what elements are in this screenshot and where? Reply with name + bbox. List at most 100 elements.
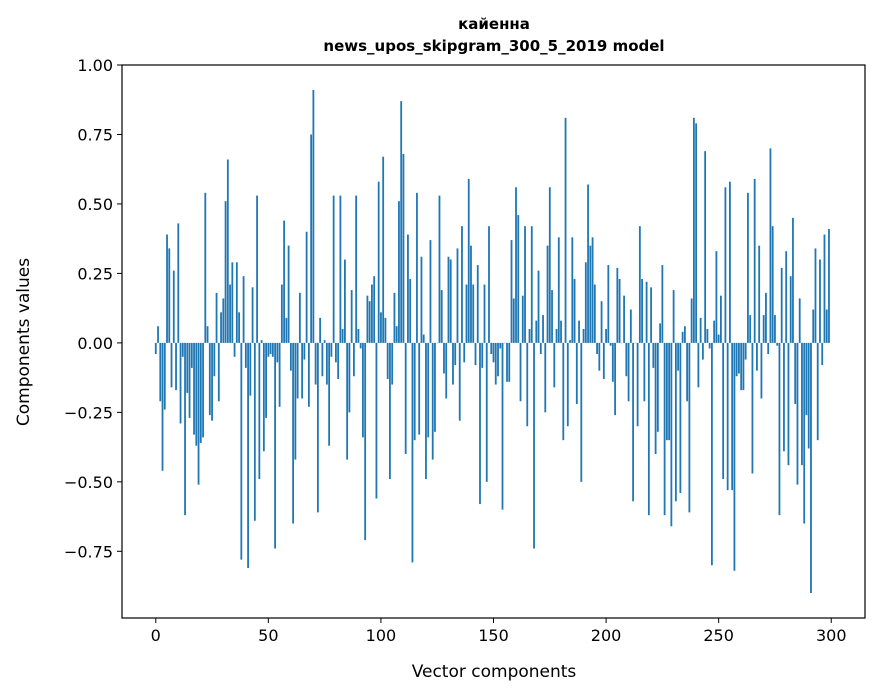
bar xyxy=(280,284,283,343)
bar xyxy=(368,301,371,343)
bar xyxy=(339,195,342,343)
bar xyxy=(172,270,175,343)
bar xyxy=(296,342,299,399)
bar xyxy=(823,234,826,343)
bar xyxy=(168,248,171,343)
bar xyxy=(319,317,322,343)
bar xyxy=(391,342,394,385)
bar xyxy=(267,342,270,357)
y-tick-label: 1.00 xyxy=(77,56,113,75)
bar xyxy=(688,342,691,513)
bar xyxy=(699,317,702,343)
bar xyxy=(566,342,569,427)
bar xyxy=(695,123,698,343)
bar xyxy=(508,342,511,382)
bar xyxy=(262,342,265,452)
bar xyxy=(751,342,754,474)
bar xyxy=(819,259,821,343)
y-axis: 1.00 0.75 0.50 0.25 0.00 −0.25 −0.50 −0.75 xyxy=(64,56,122,561)
bar xyxy=(452,342,454,385)
bar xyxy=(812,309,815,343)
bar xyxy=(384,317,387,343)
bar xyxy=(614,342,616,416)
x-tick-label: 50 xyxy=(258,626,278,645)
bar xyxy=(222,298,225,343)
bar xyxy=(362,342,364,438)
bar xyxy=(166,234,168,343)
bar xyxy=(686,342,689,402)
x-axis: 0 50 100 150 200 250 300 xyxy=(151,618,847,645)
bar xyxy=(357,328,360,343)
bar xyxy=(287,245,290,343)
bar xyxy=(591,237,594,343)
bar xyxy=(569,340,571,343)
bar xyxy=(801,342,803,466)
bar xyxy=(409,278,412,343)
bar xyxy=(506,342,508,382)
bar xyxy=(411,342,414,563)
bar xyxy=(605,328,607,343)
bar xyxy=(578,320,580,343)
bar xyxy=(602,342,605,380)
y-tick-label: 0.50 xyxy=(77,195,113,214)
bar xyxy=(828,228,830,343)
bar xyxy=(316,342,319,513)
bar xyxy=(798,298,801,343)
bar xyxy=(665,342,668,441)
bar xyxy=(240,342,243,560)
bar xyxy=(305,231,308,343)
x-tick-label: 300 xyxy=(816,626,847,645)
bar xyxy=(422,334,425,343)
x-axis-label: Vector components xyxy=(412,662,577,682)
bar xyxy=(235,262,238,343)
bar xyxy=(458,342,461,421)
bar xyxy=(627,342,630,402)
bar xyxy=(386,342,389,380)
bar xyxy=(328,342,331,446)
bar xyxy=(418,342,421,435)
bar xyxy=(217,342,220,402)
bar xyxy=(204,192,207,343)
bar xyxy=(749,315,752,343)
bar xyxy=(197,342,200,485)
bar xyxy=(443,342,445,374)
bar xyxy=(283,220,286,343)
bar xyxy=(425,342,427,480)
bar xyxy=(447,256,450,343)
bar xyxy=(596,342,598,355)
bar xyxy=(551,290,553,343)
bar xyxy=(298,292,301,343)
bar xyxy=(789,276,792,343)
bar xyxy=(816,342,819,441)
bar xyxy=(233,342,236,357)
bar xyxy=(564,117,567,343)
bar xyxy=(427,342,430,438)
bar xyxy=(472,284,475,343)
bar xyxy=(544,342,547,413)
bar xyxy=(785,251,788,343)
bar xyxy=(575,342,578,405)
bar xyxy=(560,320,562,343)
bar xyxy=(629,309,632,343)
bar xyxy=(778,342,781,516)
bar xyxy=(670,342,673,527)
bar xyxy=(445,342,448,399)
bar xyxy=(251,287,254,343)
bar xyxy=(195,342,198,446)
bar xyxy=(787,342,790,466)
bar xyxy=(276,342,279,363)
bar xyxy=(701,342,704,360)
x-tick-label: 100 xyxy=(366,626,397,645)
bar xyxy=(373,276,376,343)
bar xyxy=(332,195,335,343)
bar xyxy=(715,251,718,343)
bar xyxy=(792,217,794,343)
bar xyxy=(645,281,648,343)
bar xyxy=(512,298,515,343)
bar xyxy=(175,342,177,391)
bar xyxy=(674,342,677,502)
bar xyxy=(510,240,513,343)
bar xyxy=(481,342,484,368)
bar xyxy=(747,192,749,343)
bar xyxy=(348,342,351,413)
